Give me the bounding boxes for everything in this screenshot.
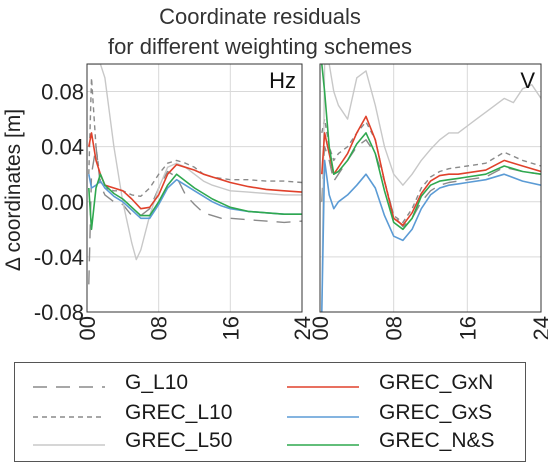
y-tick-label: 0.04: [41, 135, 84, 160]
y-tick-label: -0.08: [34, 300, 84, 325]
series-line-grec_gxs: [321, 159, 541, 312]
x-tick-label: 16: [218, 316, 243, 340]
x-tick-label: 16: [455, 316, 480, 340]
legend-swatch: [287, 416, 359, 418]
chart-title-line2: for different weighting schemes: [108, 34, 412, 59]
legend-label: GREC_N&S: [379, 429, 495, 452]
x-tick-label: 08: [147, 316, 172, 340]
panel-hz: Hz 00 08 16 24: [75, 63, 315, 340]
x-tick-label: 00: [75, 316, 100, 340]
series-line-grec_l50: [88, 64, 302, 261]
series-line-g_l10: [321, 139, 541, 228]
legend-label: GREC_L50: [125, 429, 233, 452]
y-tick-label: 0.08: [41, 80, 84, 105]
legend-label: GREC_L10: [125, 401, 233, 424]
series-line-grec_nands: [321, 64, 541, 231]
series-line-grec_gxs: [88, 174, 302, 220]
panel-label: V: [520, 68, 535, 93]
y-tick-label: -0.04: [34, 245, 84, 270]
x-tick-label: 00: [308, 316, 333, 340]
legend-swatch: [33, 416, 105, 418]
legend-label: GREC_GxS: [379, 401, 493, 424]
x-tick-label: 08: [382, 316, 407, 340]
panel-v: V 00 08 16 24: [308, 63, 548, 340]
series-line-grec_gxn: [321, 115, 541, 226]
legend-swatch: [287, 386, 359, 388]
chart-title-line1: Coordinate residuals: [159, 4, 361, 29]
series-line-grec_l10: [321, 118, 541, 224]
series-line-grec_l10: [88, 77, 302, 198]
legend-swatch: [33, 386, 105, 388]
legend-label: GREC_GxN: [379, 371, 494, 394]
legend-swatch: [287, 444, 359, 446]
y-axis-label: Δ coordinates [m]: [2, 109, 25, 271]
series-line-grec_nands: [88, 173, 302, 231]
panel-frame: [319, 63, 542, 313]
series-line-g_l10: [88, 145, 302, 285]
panel-frame: [86, 63, 303, 313]
panel-label: Hz: [269, 68, 296, 93]
legend-label: G_L10: [125, 371, 189, 394]
figure-canvas: Coordinate residuals for different weigh…: [2, 4, 548, 340]
x-tick-label: 24: [529, 316, 548, 340]
x-tick-label: 24: [290, 316, 315, 340]
legend: G_L10 GREC_L10 GREC_L50 GREC_GxN GREC_GxS GRE…: [14, 362, 526, 462]
y-tick-labels: -0.08 -0.04 0.00 0.04 0.08: [34, 80, 84, 325]
series-line-grec_l50: [321, 64, 541, 312]
y-tick-label: 0.00: [41, 190, 84, 215]
legend-swatch: [33, 444, 105, 446]
